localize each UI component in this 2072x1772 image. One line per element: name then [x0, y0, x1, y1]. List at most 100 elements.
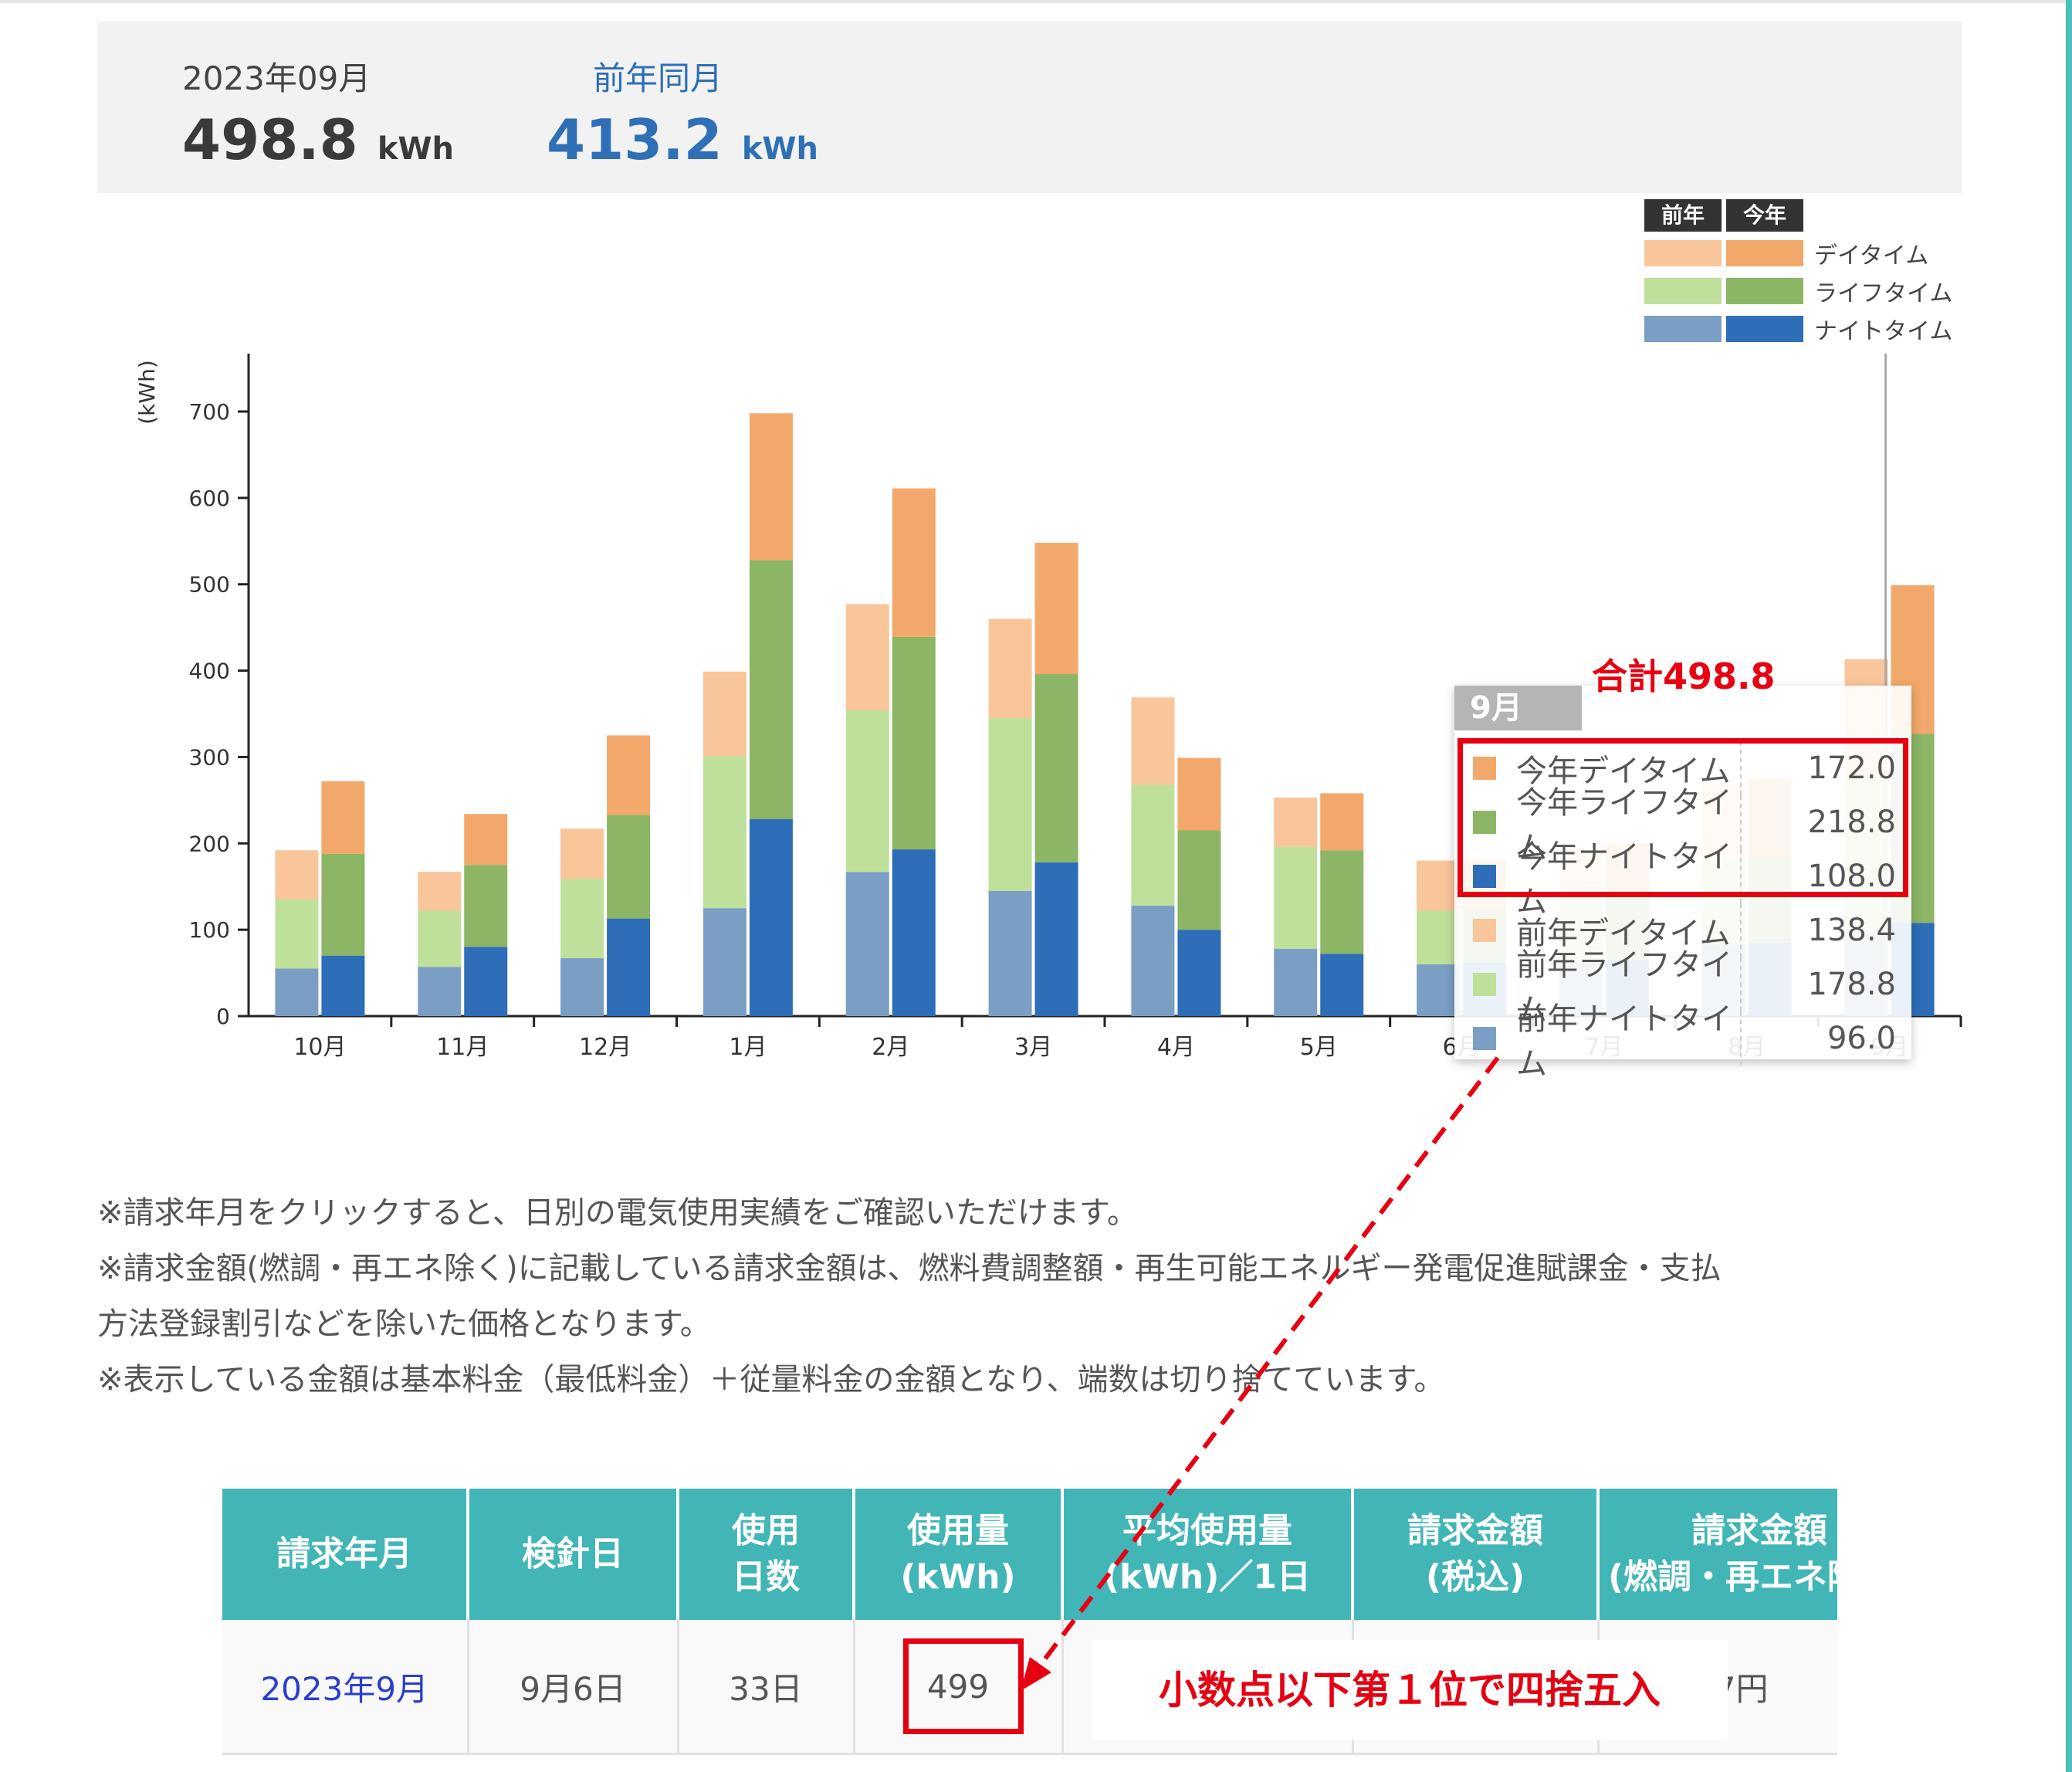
x-tick-label: 12月: [579, 1034, 631, 1061]
header-meter-date[interactable]: 検針日: [468, 1489, 679, 1620]
tooltip-series-value: 178.8: [1740, 957, 1911, 1011]
tooltip-series-value: 138.4: [1740, 903, 1911, 957]
tooltip-series-name: 今年デイタイム: [1516, 754, 1731, 789]
bar-segment-curr: [1177, 830, 1221, 930]
chart-legend: 前年 今年 デイタイム ライフタイム ナイトタイム: [1644, 199, 1952, 350]
bar-segment-prev: [1274, 798, 1318, 847]
bar-segment-curr: [1177, 757, 1221, 831]
window-top-border: [0, 0, 2072, 3]
bar-segment-curr: [749, 560, 793, 819]
bar-segment-prev: [988, 618, 1032, 719]
billing-month-link[interactable]: 2023年9月: [222, 1620, 469, 1755]
header-billing-amount-excl[interactable]: 請求金額(燃調・再エネ除く): [1598, 1489, 1837, 1620]
bar-segment-curr: [464, 865, 508, 947]
x-tick-label: 3月: [1014, 1034, 1052, 1061]
bar-segment-prev: [845, 710, 889, 872]
bar-segment-curr: [1034, 862, 1078, 1016]
bar-segment-prev: [560, 958, 604, 1016]
y-tick-label: 100: [189, 917, 230, 943]
tooltip-series-name: 前年デイタイム: [1516, 916, 1731, 951]
header-billing-month[interactable]: 請求年月: [222, 1489, 469, 1620]
tooltip-row: 今年ナイトタイム 108.0: [1454, 839, 1911, 920]
tooltip-series-value: 108.0: [1740, 849, 1911, 903]
bar-segment-curr: [607, 735, 651, 815]
bar-segment-prev: [418, 967, 462, 1016]
previous-year-usage: 413.2 kWh: [547, 107, 818, 172]
bar-segment-curr: [321, 955, 365, 1016]
bar-segment-prev: [275, 899, 319, 969]
previous-year-unit: kWh: [741, 131, 819, 167]
bar-segment-prev: [1274, 846, 1318, 949]
legend-item-life: ライフタイム: [1644, 274, 1952, 308]
usage-notes: ※請求年月をクリックすると、日別の電気使用実績をご確認いただけます。 ※請求金額…: [97, 1185, 1965, 1408]
legend-swatch-curr-life: [1726, 278, 1803, 304]
tooltip-series-value: 218.8: [1740, 795, 1911, 849]
tooltip-swatch: [1473, 757, 1496, 780]
tooltip-series-value: 96.0: [1740, 1011, 1911, 1066]
meter-date-cell: 9月6日: [468, 1620, 679, 1755]
legend-swatch-prev-day: [1644, 240, 1722, 266]
x-tick-label: 4月: [1157, 1034, 1195, 1061]
bar-segment-prev: [418, 872, 462, 911]
tooltip-title: 9月: [1454, 686, 1582, 730]
legend-swatch-prev-night: [1644, 316, 1722, 342]
bar-segment-prev: [703, 756, 747, 909]
usage-value-highlight-box: [903, 1638, 1024, 1734]
bar-segment-prev: [1131, 784, 1175, 906]
y-tick-label: 200: [189, 831, 230, 856]
y-tick-label: 300: [189, 744, 230, 770]
note-line: ※請求金額(燃調・再エネ除く)に記載している請求金額は、燃料費調整額・再生可能エ…: [97, 1251, 1722, 1286]
bar-segment-prev: [703, 671, 747, 757]
bar-segment-prev: [845, 604, 889, 711]
window-right-border: [2066, 0, 2072, 1772]
bar-segment-curr: [1034, 543, 1078, 675]
bar-segment-prev: [1417, 964, 1461, 1016]
bar-segment-prev: [1417, 860, 1461, 911]
bar-segment-curr: [1320, 954, 1364, 1016]
tooltip-series-name: 今年ライフタイム: [1516, 785, 1732, 866]
bar-segment-curr: [321, 781, 365, 854]
tooltip-swatch: [1473, 811, 1496, 834]
legend-swatch-curr-day: [1726, 240, 1803, 266]
bar-segment-prev: [418, 910, 462, 967]
previous-year-value: 413.2: [547, 107, 723, 172]
bar-segment-curr: [464, 814, 508, 866]
header-billing-amount[interactable]: 請求金額 (税込): [1353, 1489, 1600, 1620]
usage-days-cell: 33日: [678, 1620, 855, 1755]
legend-prev-header: 前年: [1644, 199, 1722, 232]
x-tick-label: 1月: [729, 1034, 767, 1061]
tooltip-row: 今年デイタイム 172.0: [1454, 741, 1911, 795]
legend-swatch-prev-life: [1644, 278, 1722, 304]
rounding-callout: 小数点以下第１位で四捨五入: [1092, 1640, 1728, 1740]
header-usage-kwh[interactable]: 使用量 (kWh): [854, 1489, 1064, 1620]
bar-segment-prev: [703, 908, 747, 1016]
legend-item-night: ナイトタイム: [1644, 312, 1952, 346]
current-month-label: 2023年09月: [182, 59, 371, 97]
previous-year-summary: 前年同月 413.2 kWh: [547, 53, 818, 172]
tooltip-series-name: 前年ライフタイム: [1516, 947, 1732, 1028]
bar-segment-prev: [275, 850, 319, 900]
header-usage-days[interactable]: 使用 日数: [678, 1489, 855, 1620]
bar-segment-prev: [1131, 697, 1175, 785]
bar-segment-curr: [892, 488, 936, 637]
current-month-usage: 498.8 kWh: [182, 107, 454, 172]
legend-swatch-curr-night: [1726, 316, 1803, 342]
tooltip-row: 前年ナイトタイム 96.0: [1454, 1001, 1911, 1082]
tooltip-swatch: [1473, 1027, 1496, 1050]
bar-segment-curr: [607, 918, 651, 1016]
bar-segment-curr: [1034, 674, 1078, 862]
header-average-usage[interactable]: 平均使用量 (kWh)／1日: [1062, 1489, 1354, 1620]
y-axis-label: (kWh): [134, 360, 160, 425]
tooltip-series-name: 前年ナイトタイム: [1516, 1001, 1732, 1082]
usage-summary: 2023年09月 498.8 kWh 前年同月 413.2 kWh: [97, 22, 1962, 193]
note-line: ※表示している金額は基本料金（最低料金）＋従量料金の金額となり、端数は切り捨てて…: [97, 1362, 1445, 1398]
bar-segment-curr: [1320, 793, 1364, 851]
legend-label-life: ライフタイム: [1814, 280, 1953, 307]
x-tick-label: 11月: [436, 1034, 489, 1061]
note-line: ※請求年月をクリックすると、日別の電気使用実績をご確認いただけます。: [97, 1195, 1138, 1231]
y-tick-label: 400: [189, 659, 230, 684]
bar-segment-prev: [560, 879, 604, 959]
bar-segment-curr: [1320, 850, 1364, 954]
bar-segment-curr: [607, 815, 651, 919]
bar-segment-curr: [749, 818, 793, 1016]
